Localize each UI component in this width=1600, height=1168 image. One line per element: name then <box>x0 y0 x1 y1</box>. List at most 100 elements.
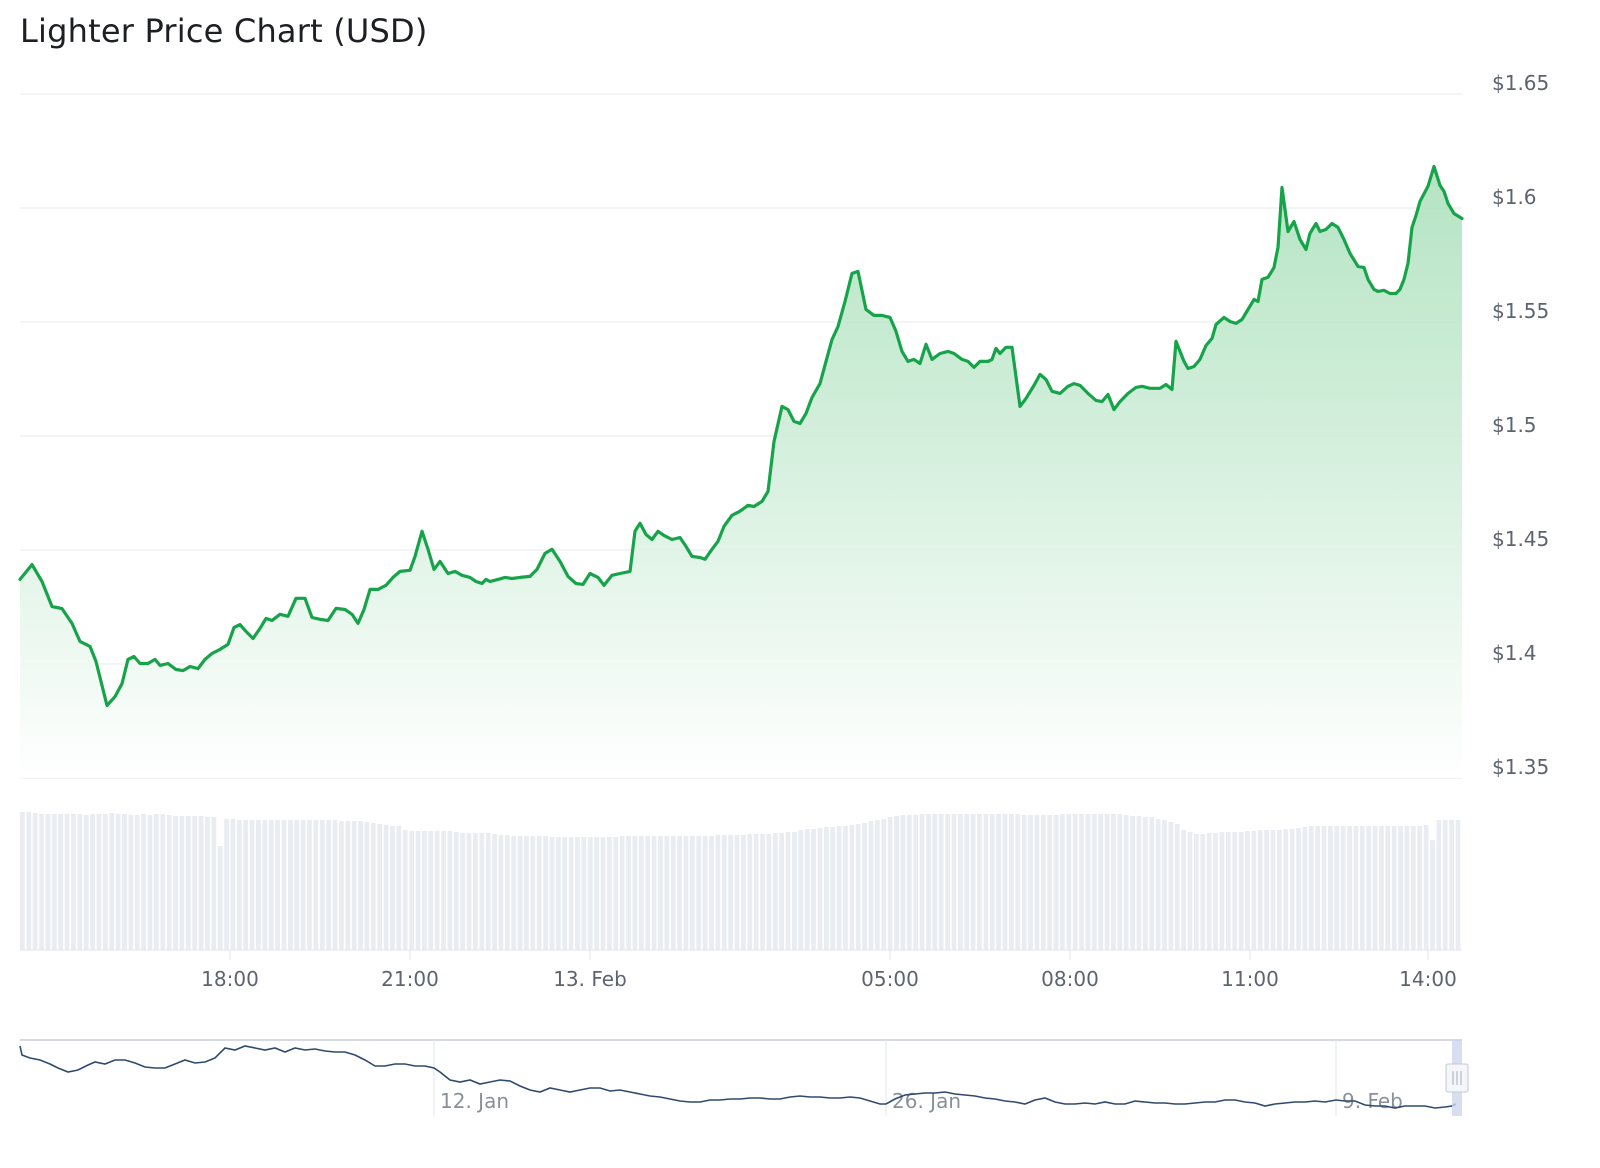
volume-bar <box>492 834 497 950</box>
volume-bar <box>887 817 893 950</box>
volume-bar <box>753 834 759 950</box>
volume-bar <box>32 813 38 950</box>
volume-bar <box>709 836 714 950</box>
volume-bar <box>932 814 938 950</box>
volume-bar <box>1442 820 1448 950</box>
volume-bar <box>166 815 172 950</box>
volume-bar <box>1040 815 1046 950</box>
volume-bar <box>1289 829 1295 950</box>
volume-bar <box>894 816 899 950</box>
volume-bar <box>1276 830 1282 950</box>
volume-bar <box>262 820 268 950</box>
price-line[interactable] <box>18 164 1464 708</box>
volume-bar <box>1328 826 1333 950</box>
volume-bar <box>1423 825 1429 950</box>
volume-bar <box>243 820 249 950</box>
volume-bar <box>1136 816 1142 950</box>
volume-bar <box>664 836 670 950</box>
volume-bar <box>1404 826 1410 950</box>
volume-bar <box>849 825 855 950</box>
volume-bar <box>319 820 325 950</box>
x-axis-label: 05:00 <box>861 967 919 991</box>
volume-bar <box>102 814 108 950</box>
volume-bar <box>721 835 727 950</box>
volume-bar <box>581 837 587 950</box>
volume-bar <box>198 816 204 950</box>
volume-bar <box>645 836 651 950</box>
volume-bar <box>1002 814 1008 950</box>
volume-bar <box>364 822 370 950</box>
volume-bar <box>626 836 631 950</box>
y-axis-label: $1.5 <box>1492 413 1537 437</box>
volume-bar <box>249 820 255 950</box>
volume-bar <box>632 836 638 950</box>
volume-bar <box>1308 826 1314 950</box>
volume-bar <box>1123 815 1129 950</box>
volume-bar <box>658 836 663 950</box>
navigator-line <box>19 1045 1457 1109</box>
x-axis-label: 18:00 <box>201 967 259 991</box>
volume-bar <box>45 814 51 950</box>
volume-bar <box>300 820 306 950</box>
volume-bar <box>83 815 89 950</box>
volume-bar <box>1066 814 1072 950</box>
volume-bar <box>766 834 772 950</box>
volume-bar <box>179 816 185 950</box>
volume-bar <box>1391 826 1397 950</box>
volume-bar <box>568 837 574 950</box>
volume-bar <box>153 814 159 950</box>
volume-bar <box>1347 826 1352 950</box>
volume-bar <box>1251 831 1257 950</box>
volume-bar <box>434 831 440 950</box>
volume-bar <box>1085 814 1091 950</box>
volume-bar <box>1162 820 1167 950</box>
volume-bar <box>1449 820 1455 950</box>
volume-bar <box>1296 828 1301 950</box>
volume-bar <box>224 819 229 950</box>
volume-bar <box>441 831 446 950</box>
volume-bar <box>64 814 70 950</box>
volume-bar <box>811 829 816 950</box>
volume-bar <box>1219 832 1225 950</box>
volume-bar <box>575 837 580 950</box>
volume-bar <box>1047 815 1053 950</box>
y-axis-label: $1.45 <box>1492 527 1549 551</box>
volume-bar <box>1430 840 1435 950</box>
x-axis-label: 14:00 <box>1399 967 1457 991</box>
volume-bar <box>1181 830 1187 950</box>
volume-bar <box>804 829 810 950</box>
volume-bar <box>498 835 504 950</box>
x-axis-label: 13. Feb <box>553 967 627 991</box>
volume-bar <box>926 814 931 950</box>
volume-bar <box>1098 814 1104 950</box>
volume-bar <box>785 832 791 950</box>
volume-bar <box>772 833 778 950</box>
volume-bar <box>109 813 115 950</box>
volume-bar <box>1111 814 1116 950</box>
volume-bar <box>504 835 510 950</box>
volume-bar <box>1130 816 1135 950</box>
volume-bar <box>619 836 625 950</box>
navigator[interactable]: 12. Jan 26. Jan 9. Feb <box>19 1039 1469 1116</box>
volume-bar <box>268 820 274 950</box>
volume-bar <box>1008 814 1014 950</box>
volume-bar <box>1321 826 1327 950</box>
price-area <box>20 166 1462 778</box>
volume-bar <box>287 820 293 950</box>
volume-bar <box>1455 820 1461 950</box>
volume-bar <box>747 834 753 950</box>
volume-bar <box>421 831 427 950</box>
volume-bar <box>524 836 529 950</box>
volume-bar <box>913 815 919 950</box>
navigator-handle[interactable] <box>1445 1063 1469 1093</box>
volume-bar <box>147 815 153 950</box>
volume-bar <box>128 815 134 950</box>
volume-bar <box>383 825 389 950</box>
volume-bar <box>1366 826 1372 950</box>
volume-bar <box>817 828 823 950</box>
volume-bar <box>651 836 657 950</box>
volume-bar <box>402 830 408 950</box>
volume-bar <box>1021 815 1027 950</box>
volume-bar <box>1334 826 1340 950</box>
